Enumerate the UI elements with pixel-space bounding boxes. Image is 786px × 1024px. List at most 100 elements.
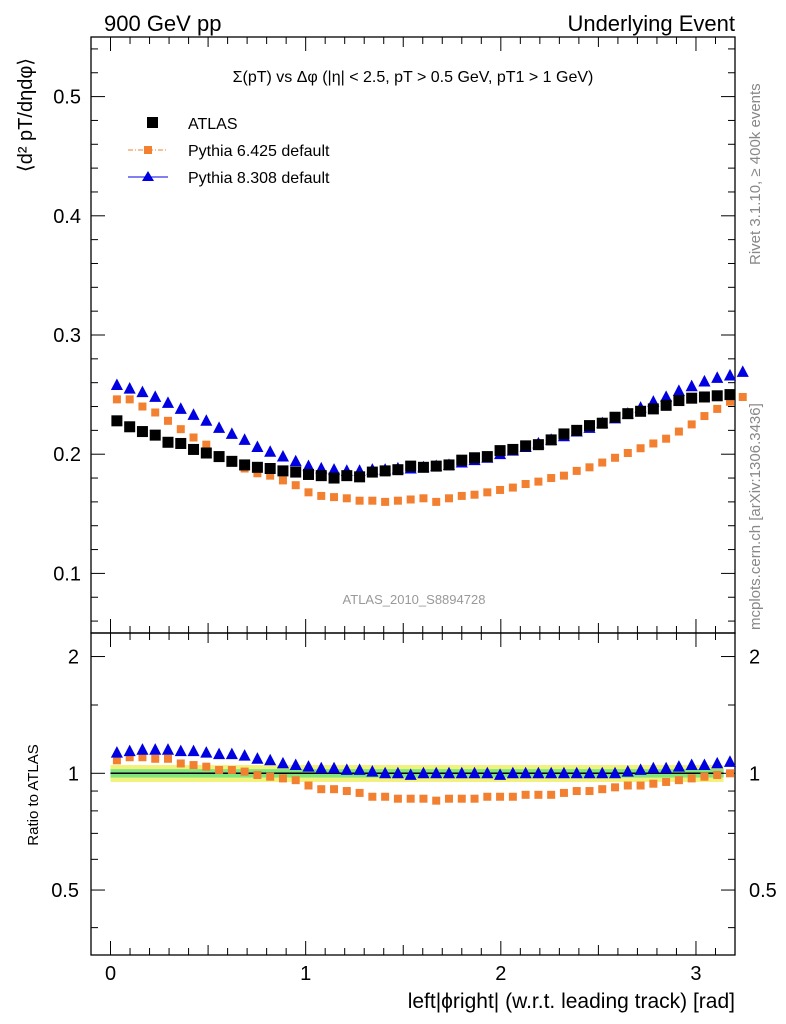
pythia8-point bbox=[302, 459, 315, 472]
pythia6-ratio-point bbox=[611, 783, 620, 792]
legend-label-pythia8: Pythia 8.308 default bbox=[188, 170, 330, 187]
pythia6-point bbox=[483, 488, 492, 497]
y-tick-label-left: 2 bbox=[68, 647, 79, 669]
legend-marker-atlas bbox=[147, 117, 158, 128]
pythia6-ratio-point bbox=[623, 781, 632, 790]
pythia8-ratio-point bbox=[187, 744, 200, 757]
pythia6-point bbox=[125, 395, 134, 404]
pythia8-ratio-point bbox=[289, 758, 302, 771]
pythia6-ratio-point bbox=[483, 792, 492, 801]
pythia6-ratio-point bbox=[444, 794, 453, 803]
pythia6-point bbox=[725, 397, 734, 406]
pythia8-point bbox=[251, 440, 264, 452]
pythia8-point bbox=[123, 382, 136, 394]
atlas-point bbox=[392, 464, 404, 476]
pythia6-point bbox=[521, 480, 530, 488]
pythia8-ratio-point bbox=[634, 763, 647, 775]
atlas-point bbox=[686, 392, 698, 404]
pythia6-ratio-point bbox=[725, 769, 734, 778]
pythia6-point bbox=[291, 481, 300, 490]
pythia6-ratio-point bbox=[521, 790, 530, 799]
pythia6-point bbox=[674, 427, 683, 436]
atlas-point bbox=[111, 415, 123, 427]
pythia6-ratio-point bbox=[393, 794, 402, 803]
mcplots-label: mcplots.cern.ch [arXiv:1306.3436] bbox=[747, 403, 764, 630]
pythia6-point bbox=[342, 494, 351, 503]
pythia8-ratio-point bbox=[519, 766, 532, 779]
pythia8-ratio-point bbox=[608, 766, 622, 779]
pythia6-point bbox=[572, 466, 581, 475]
atlas-point bbox=[290, 466, 302, 478]
atlas-point bbox=[277, 465, 289, 477]
pythia6-point bbox=[138, 402, 147, 411]
pythia8-ratio-point bbox=[302, 760, 315, 772]
y-tick-label-right: 1 bbox=[749, 763, 760, 785]
pythia6-point bbox=[470, 490, 479, 499]
pythia8-ratio-point bbox=[340, 763, 353, 775]
analysis-watermark: ATLAS_2010_S8894728 bbox=[343, 592, 486, 607]
atlas-point bbox=[200, 447, 212, 459]
ratio-y-axis-label: Ratio to ATLAS bbox=[25, 744, 42, 845]
pythia6-ratio-point bbox=[700, 772, 709, 781]
x-tick-label: 0 bbox=[105, 963, 116, 985]
pythia6-ratio-point bbox=[215, 765, 224, 774]
pythia8-ratio-point bbox=[276, 756, 290, 769]
pythia6-point bbox=[317, 491, 326, 500]
pythia8-point bbox=[685, 379, 698, 392]
pythia8-point bbox=[327, 463, 341, 475]
pythia6-point bbox=[623, 449, 632, 458]
pythia8-point bbox=[174, 402, 187, 414]
x-tick-label: 1 bbox=[300, 963, 311, 985]
pythia6-ratio-point bbox=[419, 794, 428, 803]
pythia8-point bbox=[136, 385, 149, 398]
pythia6-point bbox=[381, 497, 390, 506]
pythia6-ratio-point bbox=[176, 759, 185, 768]
legend-marker-pythia6 bbox=[144, 146, 152, 154]
pythia8-ratio-point bbox=[379, 766, 392, 779]
pythia8-ratio-point bbox=[404, 768, 417, 780]
pythia8-point bbox=[187, 408, 200, 420]
pythia8-point bbox=[698, 374, 711, 387]
pythia8-ratio-point bbox=[430, 766, 443, 779]
atlas-point bbox=[481, 451, 493, 463]
pythia6-point bbox=[330, 493, 339, 502]
ratio-axes: 0 1 2 3 0.5 0.5 1 1 2 2 bbox=[51, 633, 777, 985]
atlas-point bbox=[532, 439, 544, 451]
pythia8-ratio-point bbox=[123, 744, 136, 757]
main-axes: 0.1 0.2 0.3 0.4 0.5 bbox=[53, 37, 736, 633]
atlas-point bbox=[328, 472, 340, 484]
pythia8-ratio-point bbox=[251, 752, 264, 764]
atlas-point bbox=[175, 437, 187, 449]
atlas-point bbox=[213, 451, 225, 463]
pythia8-point bbox=[264, 445, 277, 457]
pythia8-ratio-point bbox=[723, 755, 737, 767]
legend: ATLAS Pythia 6.425 default Pythia 8.308 … bbox=[128, 116, 330, 187]
pythia8-ratio-point bbox=[353, 763, 366, 775]
pythia6-ratio-point bbox=[559, 788, 568, 797]
pythia6-point bbox=[496, 485, 505, 494]
pythia8-ratio-point bbox=[506, 766, 519, 779]
pythia6-point bbox=[368, 496, 377, 505]
pythia8-point bbox=[276, 449, 290, 462]
y-tick-label: 0.4 bbox=[53, 206, 81, 228]
pythia8-ratio-point bbox=[481, 766, 494, 779]
pythia8-point bbox=[213, 421, 226, 433]
pythia6-ratio-point bbox=[189, 761, 198, 770]
pythia6-point bbox=[598, 458, 607, 467]
pythia8-point bbox=[225, 427, 238, 439]
pythia6-point bbox=[585, 463, 594, 472]
pythia6-point bbox=[406, 495, 415, 504]
pythia6-point bbox=[534, 477, 543, 486]
pythia6-ratio-point bbox=[547, 790, 556, 799]
pythia8-point bbox=[238, 433, 251, 445]
y-tick-label-right: 2 bbox=[749, 647, 760, 669]
atlas-point bbox=[571, 424, 583, 436]
atlas-point bbox=[379, 465, 391, 477]
pythia6-ratio-point bbox=[636, 781, 645, 790]
pythia6-point bbox=[547, 474, 556, 483]
pythia6-ratio-point bbox=[330, 785, 339, 794]
header-left: 900 GeV pp bbox=[104, 11, 221, 36]
pythia6-point bbox=[266, 471, 275, 480]
pythia8-ratio-point bbox=[264, 753, 277, 766]
x-axis-label: left|ϕright| (w.r.t. leading track) [rad… bbox=[408, 990, 735, 1013]
